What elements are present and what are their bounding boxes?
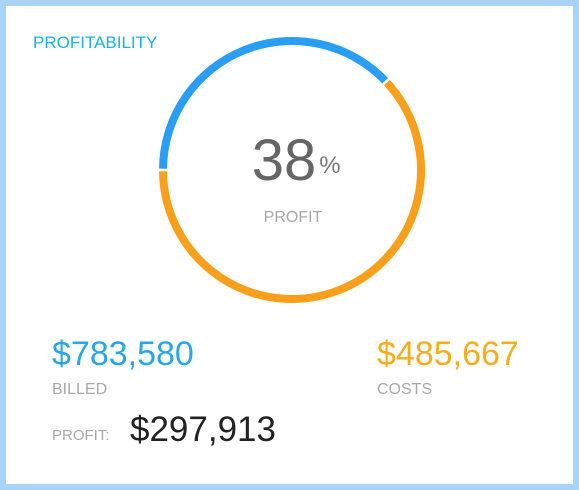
donut-segment bbox=[159, 37, 389, 169]
donut bbox=[159, 37, 425, 303]
donut-segment bbox=[159, 79, 425, 303]
center-caption: PROFIT bbox=[264, 209, 323, 226]
profit-label: PROFIT: bbox=[52, 427, 110, 444]
card bbox=[6, 6, 573, 484]
billed-value: $783,580 bbox=[52, 335, 194, 373]
profit-value: $297,913 bbox=[130, 410, 276, 449]
widget-title: PROFITABILITY bbox=[33, 33, 157, 52]
billed-label: BILLED bbox=[52, 381, 107, 398]
costs-value: $485,667 bbox=[377, 335, 519, 373]
center-value: 38 bbox=[252, 128, 317, 193]
center-unit: % bbox=[319, 152, 340, 179]
costs-label: COSTS bbox=[377, 381, 432, 398]
